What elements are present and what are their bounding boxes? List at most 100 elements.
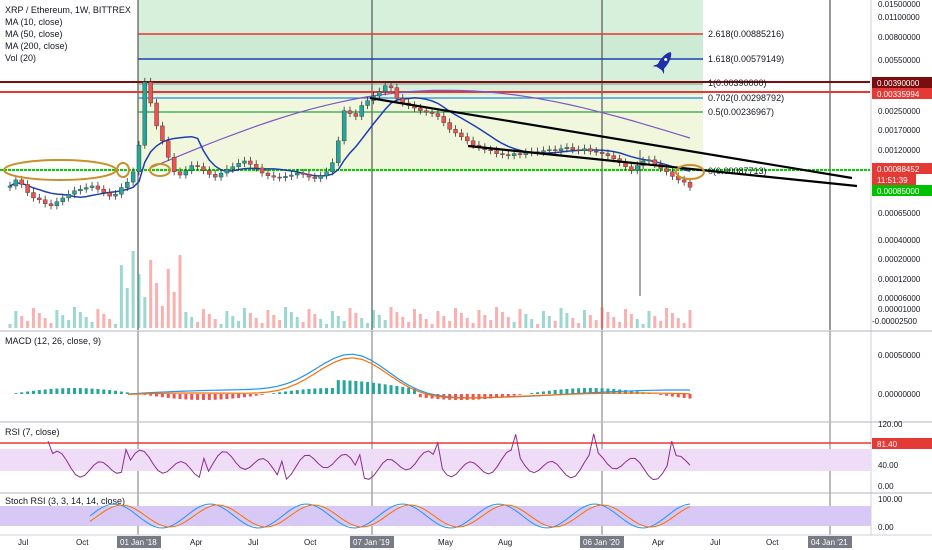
time-tick-highlight <box>350 536 394 548</box>
candle-body <box>552 149 558 151</box>
volume-bar <box>500 312 504 328</box>
stoch-tick: 100.00 <box>878 495 903 504</box>
candle-body <box>154 102 159 127</box>
macd-hist-bar <box>395 386 399 394</box>
volume-bar <box>155 283 159 328</box>
macd-hist-bar <box>371 382 375 394</box>
volume-bar <box>377 315 381 328</box>
candle-body <box>277 176 282 179</box>
candle-body <box>605 153 611 156</box>
chart-title: XRP / Ethereum, 1W, BITTREX <box>5 5 131 15</box>
volume-bar <box>360 318 364 328</box>
candle-body <box>382 85 388 92</box>
macd-hist-bar <box>430 394 434 399</box>
volume-bar <box>483 315 487 328</box>
volume-bar <box>588 315 592 328</box>
candle-body <box>183 170 189 176</box>
volume-bar <box>459 313 463 328</box>
candle-body <box>558 148 564 151</box>
candle-body <box>78 188 83 192</box>
volume-bar <box>289 312 293 328</box>
candle-body <box>588 148 593 152</box>
candle-body <box>72 190 77 195</box>
time-tick: Aug <box>498 538 512 547</box>
candle-body <box>201 166 206 171</box>
candle-body <box>429 111 435 114</box>
volume-bar <box>401 317 405 328</box>
candle-body <box>242 160 247 164</box>
volume-bar <box>618 322 622 328</box>
macd-hist-bar <box>67 388 71 394</box>
volume-bar <box>219 324 223 328</box>
candle-body <box>687 181 693 188</box>
macd-hist-bar <box>108 390 112 394</box>
candle-body <box>166 140 171 158</box>
candle-body <box>347 110 353 114</box>
candle-body <box>7 185 13 188</box>
volume-bar <box>559 308 563 328</box>
price-axis: 0.01500000 0.01100000 0.00800000 0.00550… <box>872 0 921 326</box>
volume-bar <box>582 310 586 328</box>
macd-signal-line <box>127 357 691 399</box>
time-tick: Oct <box>76 538 89 547</box>
volume-bar <box>366 323 370 328</box>
volume-bar <box>530 319 534 328</box>
candle-body <box>236 163 241 167</box>
volume-bar <box>647 311 651 328</box>
candle-body <box>459 132 464 138</box>
macd-hist-bar <box>401 386 405 394</box>
macd-tick: 0.00000000 <box>878 390 921 399</box>
volume-bar <box>342 321 346 328</box>
volume-bar <box>682 323 686 328</box>
volume-bar <box>465 318 469 328</box>
candle-body <box>324 171 329 176</box>
volume-bar <box>49 323 53 328</box>
candle-body <box>447 122 452 130</box>
macd-hist-bar <box>231 394 235 399</box>
price-tag-resistance: 0.00390000 <box>877 79 920 88</box>
volume-bar <box>43 318 47 328</box>
volume-bar <box>395 312 399 328</box>
candle-body <box>418 107 423 111</box>
ma200-line <box>149 89 691 169</box>
price-tick: 0.01500000 <box>878 0 921 9</box>
macd-hist-bar <box>571 388 575 394</box>
macd-hist-bar <box>389 385 393 394</box>
candle-body <box>42 199 48 204</box>
candle-body <box>136 144 142 172</box>
macd-hist-bar <box>26 391 30 394</box>
volume-bar <box>102 314 106 328</box>
price-tick: 0.00040000 <box>878 236 921 245</box>
macd-hist-bar <box>348 380 352 394</box>
volume-bar <box>295 317 299 328</box>
candle-body <box>119 187 124 195</box>
volume-bar <box>553 321 557 328</box>
macd-hist-bar <box>582 388 586 394</box>
macd-hist-bar <box>665 394 669 396</box>
macd-hist-bar <box>541 391 545 394</box>
candle-body <box>388 85 394 88</box>
volume-bar <box>407 322 411 328</box>
candle-body <box>594 150 599 153</box>
volume-bar <box>231 316 235 328</box>
macd-hist-bar <box>72 388 76 394</box>
macd-label: MACD (12, 26, close, 9) <box>5 336 101 346</box>
volume-bar <box>248 313 252 328</box>
volume-bar <box>624 309 628 328</box>
volume-bar <box>518 309 522 328</box>
macd-hist-bar <box>688 394 692 399</box>
volume-bar <box>471 323 475 328</box>
macd-hist-bar <box>237 394 241 398</box>
volume-bar <box>313 314 317 328</box>
candle-body <box>453 129 458 134</box>
volume-bar <box>78 312 82 328</box>
volume-bar <box>301 322 305 328</box>
volume-bar <box>213 319 217 328</box>
macd-hist-bar <box>471 394 475 400</box>
macd-hist-bar <box>14 393 18 394</box>
time-tick: Jul <box>710 538 720 547</box>
candle-body <box>306 174 312 178</box>
candle-body <box>89 185 95 188</box>
candle-body <box>470 140 476 146</box>
